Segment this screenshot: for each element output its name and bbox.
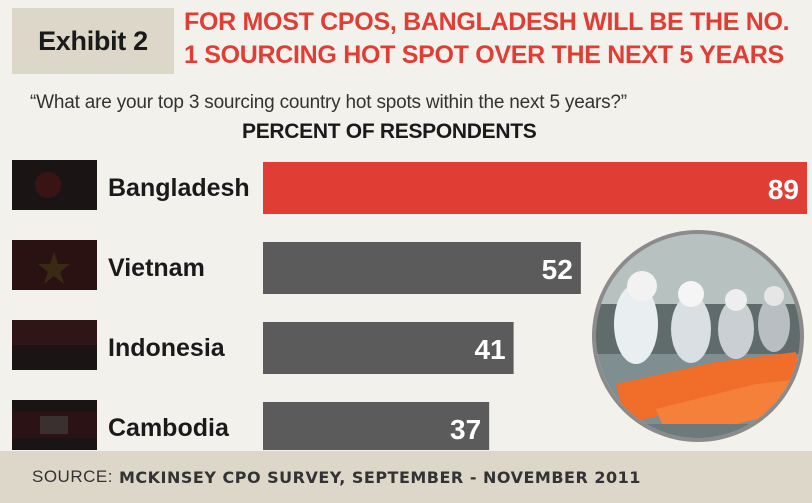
source-footer: SOURCE: MCKINSEY CPO SURVEY, SEPTEMBER -… — [0, 451, 812, 503]
chart-headline: FOR MOST CPOS, BANGLADESH WILL BE THE NO… — [184, 8, 790, 69]
survey-question: “What are your top 3 sourcing country ho… — [30, 92, 627, 113]
bar — [263, 162, 807, 214]
value-label: 41 — [474, 334, 505, 365]
category-label: Indonesia — [108, 334, 226, 362]
bar — [263, 322, 514, 374]
value-label: 37 — [450, 414, 481, 445]
source-value: MCKINSEY CPO SURVEY, SEPTEMBER - NOVEMBE… — [118, 467, 641, 487]
bar-row: Bangladesh 89 — [12, 160, 807, 214]
photo-illustration — [596, 234, 800, 438]
chart-subtitle: PERCENT OF RESPONDENTS — [242, 120, 537, 143]
cambodia-flag-icon — [12, 400, 97, 450]
bar-row: Indonesia 41 — [12, 320, 514, 374]
bar-chart: Bangladesh 89 Vietnam 52 Indonesia 41 Cambodia… — [12, 160, 807, 450]
source-label: SOURCE: — [32, 467, 113, 486]
category-label: Vietnam — [108, 254, 205, 282]
category-label: Bangladesh — [108, 174, 250, 202]
vietnam-flag-icon — [12, 240, 97, 290]
bangladesh-flag-icon — [12, 160, 97, 210]
exhibit-label: Exhibit 2 — [12, 8, 174, 74]
bar — [263, 402, 490, 450]
category-label: Cambodia — [108, 414, 230, 442]
bar-row: Vietnam 52 — [12, 240, 581, 294]
value-label: 89 — [768, 174, 799, 205]
value-label: 52 — [542, 254, 573, 285]
garment-workers-photo — [596, 234, 800, 438]
bar-row: Cambodia 37 — [12, 400, 490, 450]
indonesia-flag-icon — [12, 320, 97, 370]
bar — [263, 242, 581, 294]
